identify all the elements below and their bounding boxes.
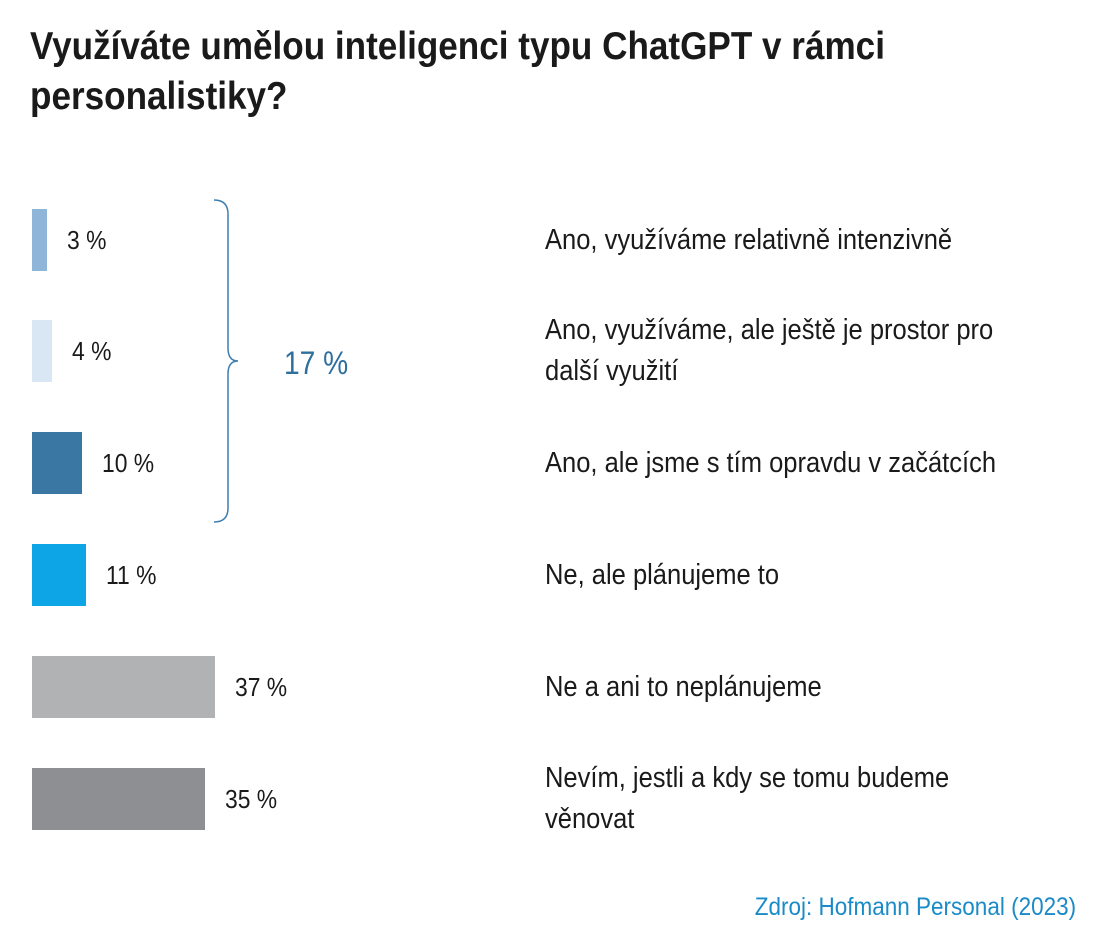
category-label: Ano, ale jsme s tím opravdu v začátcích xyxy=(545,446,997,479)
bar-value-label: 37 % xyxy=(235,672,288,702)
group-bracket xyxy=(213,199,239,523)
bar-3 xyxy=(32,432,82,494)
bar-2 xyxy=(32,320,52,382)
source-note: Zdroj: Hofmann Personal (2023) xyxy=(754,893,1076,921)
category-label: Ano, využíváme, ale ještě je prostor pro… xyxy=(545,314,994,387)
bar-6 xyxy=(32,768,206,830)
bar-value-label: 10 % xyxy=(101,448,154,478)
category-label: Ano, využíváme relativně intenzivně xyxy=(545,223,953,256)
bar-value-label: 3 % xyxy=(66,225,107,255)
bar-5 xyxy=(32,656,216,718)
bar-value-label: 11 % xyxy=(106,560,157,590)
category-label: Ne a ani to neplánujeme xyxy=(545,670,822,703)
bar-value-label: 35 % xyxy=(225,784,278,814)
bar-value-label: 4 % xyxy=(71,336,112,366)
chart-title: Využíváte umělou inteligenci typu ChatGP… xyxy=(30,25,885,118)
group-total-label: 17 % xyxy=(284,345,349,381)
category-label: Ne, ale plánujeme to xyxy=(545,558,780,591)
bar-1 xyxy=(32,209,47,271)
bar-4 xyxy=(32,544,87,606)
category-label: Nevím, jestli a kdy se tomu budeme věnov… xyxy=(545,762,950,835)
